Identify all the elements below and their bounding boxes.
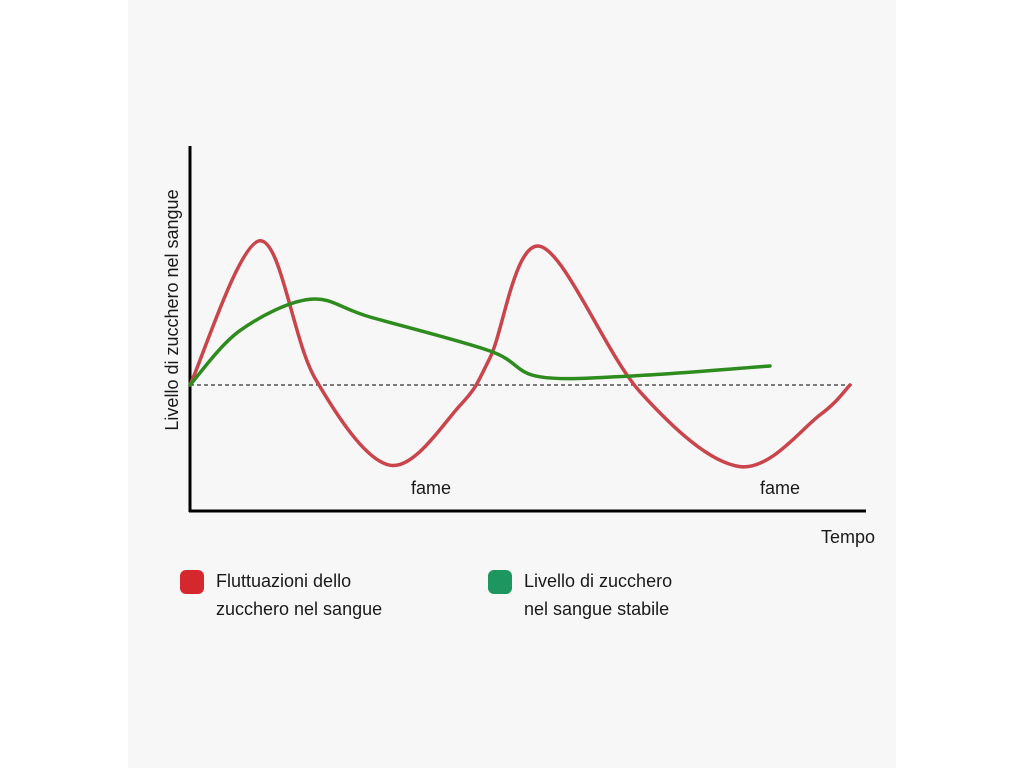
legend-swatch-red (180, 570, 204, 594)
legend-item-stable: Livello di zucchero nel sangue stabile (488, 567, 734, 623)
annotation-hunger-2: fame (760, 478, 800, 498)
x-axis-label: Tempo (821, 527, 875, 547)
legend-swatch-green (488, 570, 512, 594)
annotation-hunger-1: fame (411, 478, 451, 498)
legend-item-fluctuations: Fluttuazioni dello zucchero nel sangue (180, 567, 426, 623)
series-stable-line (188, 297, 772, 387)
y-axis-label: Livello di zucchero nel sangue (162, 189, 182, 430)
chart-panel: fame fame Tempo Livello di zucchero nel … (128, 0, 896, 768)
legend-label-fluctuations-line1: Fluttuazioni dello (216, 571, 352, 591)
legend-label-fluctuations-line2: zucchero nel sangue (216, 599, 383, 619)
legend-label-stable-line1: Livello di zucchero (524, 571, 673, 591)
blood-sugar-chart: fame fame Tempo Livello di zucchero nel … (162, 146, 875, 547)
series-fluctuations-line (188, 239, 852, 469)
legend-label-stable-line2: nel sangue stabile (524, 599, 670, 619)
